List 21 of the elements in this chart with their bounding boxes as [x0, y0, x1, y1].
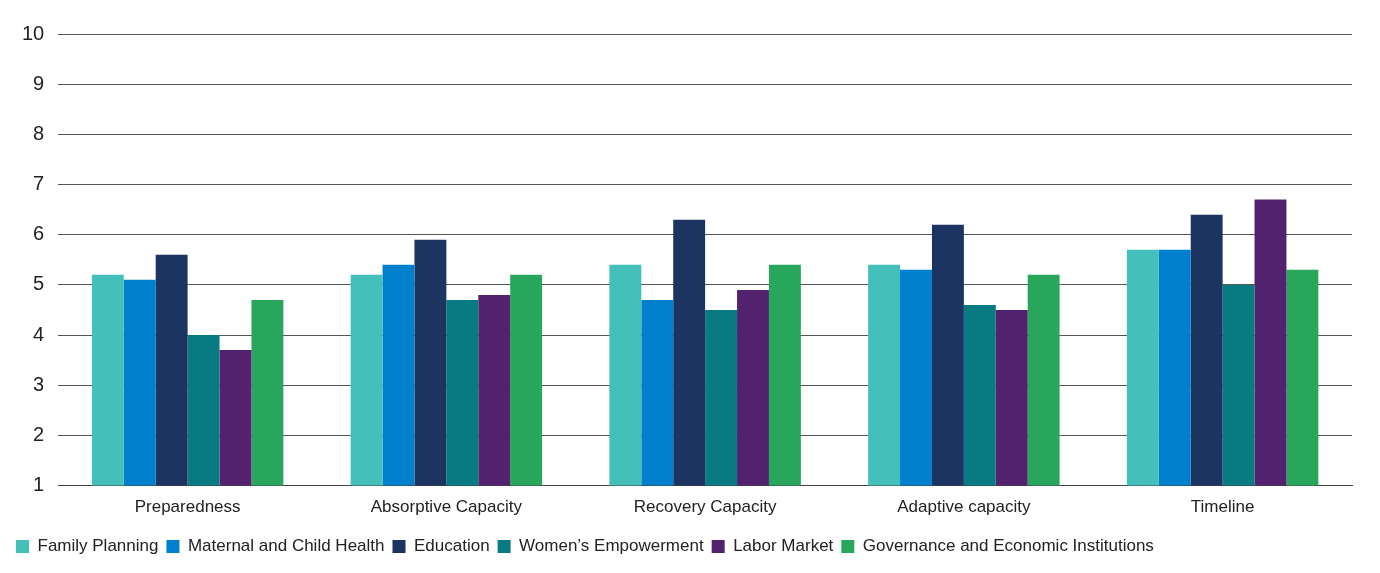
x-tick-label: Recovery Capacity — [633, 497, 777, 517]
y-tick-label: 3 — [33, 372, 45, 395]
x-tick-label: Timeline — [1190, 497, 1255, 517]
y-tick-label: 1 — [33, 473, 45, 496]
y-tick-label: 5 — [33, 272, 45, 295]
y-tick-label: 10 — [22, 21, 45, 44]
y-tick-label: 6 — [33, 222, 45, 245]
legend-label: Labor Market — [733, 536, 834, 556]
legend-label: Maternal and Child Health — [187, 536, 385, 556]
y-tick-label: 2 — [33, 422, 45, 445]
legend-label: Governance and Economic Institutions — [862, 536, 1154, 556]
legend-label: Education — [414, 536, 490, 556]
legend-label: Women’s Empowerment — [519, 536, 704, 556]
x-tick-label: Adaptive capacity — [897, 497, 1031, 517]
y-tick-label: 9 — [33, 71, 45, 94]
x-tick-label: Preparedness — [134, 497, 241, 517]
y-tick-label: 4 — [33, 322, 45, 345]
y-tick-label: 8 — [33, 121, 45, 144]
y-tick-label: 7 — [33, 172, 45, 195]
legend-label: Family Planning — [37, 536, 159, 556]
x-tick-label: Absorptive Capacity — [370, 497, 523, 517]
